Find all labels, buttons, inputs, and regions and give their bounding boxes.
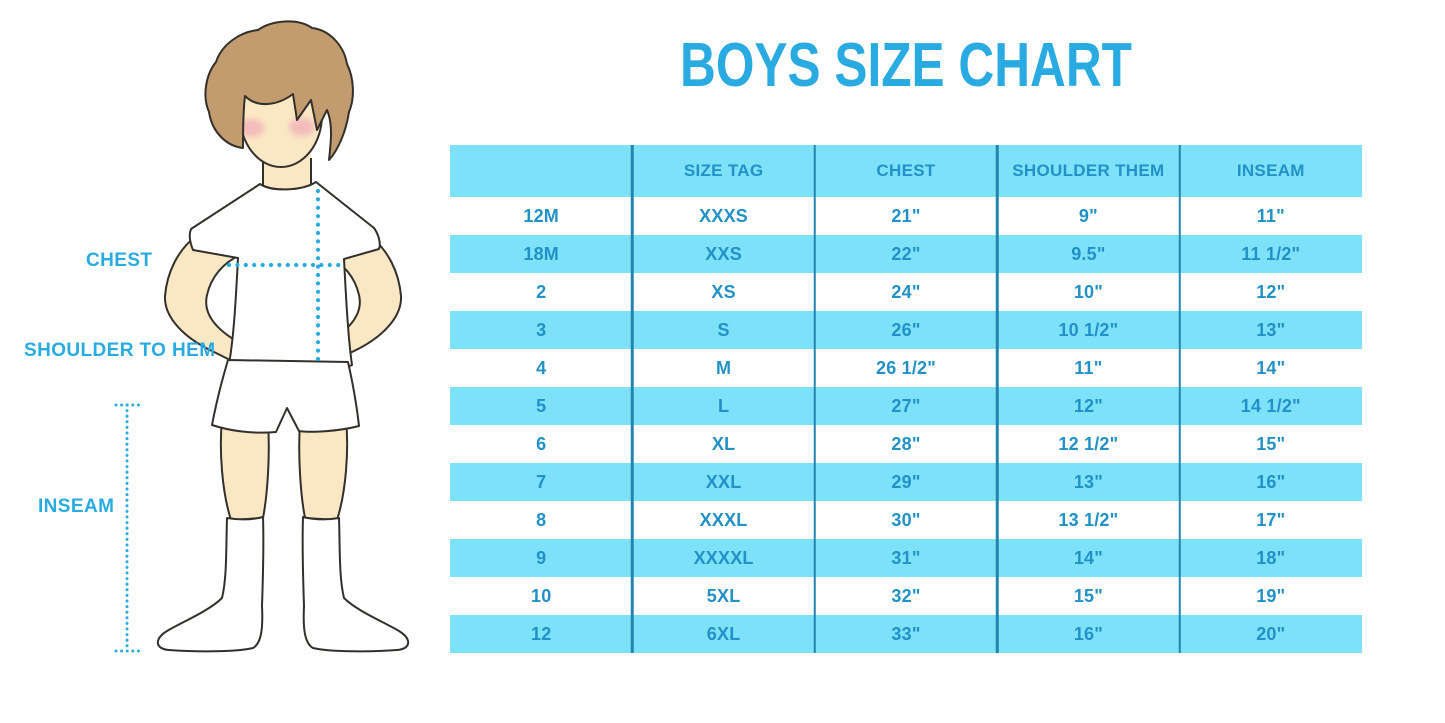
column-header-shoulder-them: SHOULDER THEM [1012,161,1165,180]
table-cell: 10 1/2" [1058,319,1119,340]
column-header-chest: CHEST [876,161,936,180]
size-table: SIZE TAG CHEST SHOULDER THEM INSEAM 12M XXXS… [450,145,1362,653]
boy-right-sock [301,516,410,653]
table-cell: 12 1/2" [1058,433,1119,454]
table-cell: 27" [891,395,921,416]
table-cell: 21" [891,205,921,226]
table-cell: 12" [1073,395,1103,416]
table-cell: 16" [1073,623,1103,644]
table-cell: 31" [891,547,921,568]
boy-right-leg [298,419,349,521]
table-cell: 3 [536,319,547,340]
table-row: 12 6XL 33" 16" 20" [450,615,1362,653]
table-cell: 5XL [706,585,741,606]
table-cell: 11" [1256,205,1285,226]
table-cell: 4 [536,357,547,378]
table-cell: 12 [530,623,552,644]
table-row: 9 XXXXL 31" 14" 18" [450,539,1362,577]
table-row: 2 XS 24" 10" 12" [450,273,1362,311]
table-cell: 19" [1256,585,1286,606]
table-cell: 10" [1073,281,1103,302]
table-cell: 20" [1256,623,1286,644]
boy-illustration [114,20,410,653]
column-header-size-tag: SIZE TAG [683,161,764,180]
table-cell: 32" [891,585,921,606]
table-cell: 7 [536,471,547,492]
table-row: 6 XL 28" 12 1/2" 15" [450,425,1362,463]
table-cell: 18M [523,243,559,264]
column-separator-1 [631,145,634,653]
table-cell: 14" [1073,547,1103,568]
table-row: 7 XXL 29" 13" 16" [450,463,1362,501]
table-cell: 28" [891,433,921,454]
table-cell: 10 [530,585,552,606]
table-cell: 17" [1256,509,1286,530]
table-row: 4 M 26 1/2" 11" 14" [450,349,1362,387]
table-row: 18M XXS 22" 9.5" 11 1/2" [450,235,1362,273]
left-cheek-blush [238,119,264,137]
table-cell: XXL [705,471,742,492]
boy-left-sock [156,516,265,653]
table-cell: 8 [536,509,547,530]
table-row: 5 L 27" 12" 14 1/2" [450,387,1362,425]
table-cell: 15" [1256,433,1286,454]
table-cell: 2 [536,281,547,302]
table-cell: 26 1/2" [876,357,936,378]
table-cell: 11" [1074,357,1103,378]
table-cell: XXXXL [693,547,754,568]
table-cell: 30" [891,509,921,530]
table-cell: 12M [523,205,559,226]
chest-label: CHEST [86,250,153,271]
column-separator-4 [1178,145,1181,653]
column-separator-2 [813,145,817,653]
measurement-figure: CHEST SHOULDER TO HEM INSEAM [0,0,445,723]
page-title: BOYS SIZE CHART [680,31,1132,100]
table-row: 3 S 26" 10 1/2" 13" [450,311,1362,349]
table-cell: 12" [1256,281,1286,302]
table-cell: XL [711,433,736,454]
right-cheek-blush [289,118,315,136]
column-header-blank [450,145,632,197]
table-cell: XXXS [699,205,748,226]
size-table-header: SIZE TAG CHEST SHOULDER THEM INSEAM [450,145,1362,197]
table-cell: 13" [1256,319,1286,340]
table-cell: 5 [536,395,547,416]
shoulder-to-hem-label: SHOULDER TO HEM [24,340,216,361]
table-cell: 13" [1073,471,1103,492]
table-cell: 33" [891,623,921,644]
table-cell: 6XL [706,623,741,644]
table-cell: 22" [891,243,921,264]
table-cell: 16" [1256,471,1286,492]
table-cell: 9.5" [1071,243,1106,264]
table-cell: 14 1/2" [1240,395,1301,416]
boy-left-leg [219,419,270,521]
inseam-label: INSEAM [38,496,115,517]
table-cell: XXS [705,243,742,264]
table-cell: 18" [1256,547,1286,568]
table-cell: XS [711,281,736,302]
table-cell: 29" [891,471,921,492]
table-cell: 24" [891,281,921,302]
table-cell: 14" [1256,357,1286,378]
table-cell: S [717,319,730,340]
table-cell: L [717,395,730,416]
table-cell: 15" [1073,585,1103,606]
table-cell: M [715,357,732,378]
size-table-body: 12M XXXS 21" 9" 11" 18M XXS 22" 9.5" 11 1/2" 2 XS 24… [450,197,1362,653]
table-cell: 6 [536,433,547,454]
table-row: 12M XXXS 21" 9" 11" [450,197,1362,235]
column-separator-3 [995,145,999,653]
boy-shorts [211,359,360,434]
table-cell: XXXL [699,509,748,530]
table-cell: 11 1/2" [1241,243,1301,264]
table-cell: 13 1/2" [1058,509,1119,530]
table-cell: 26" [891,319,921,340]
table-cell: 9 [536,547,547,568]
table-row: 8 XXXL 30" 13 1/2" 17" [450,501,1362,539]
column-header-inseam: INSEAM [1236,161,1305,180]
table-cell: 9" [1078,205,1098,226]
table-row: 10 5XL 32" 15" 19" [450,577,1362,615]
boy-hair [204,20,354,161]
